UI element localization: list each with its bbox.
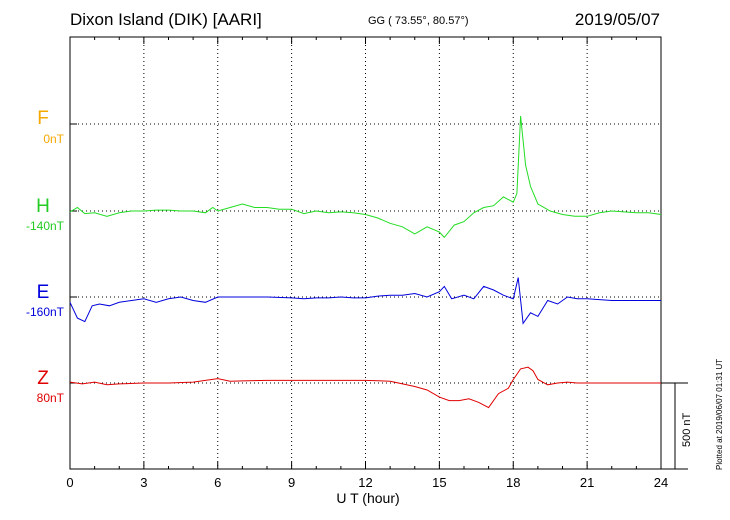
series-label-f: F <box>37 108 49 129</box>
x-tick-label: 3 <box>140 475 147 490</box>
baseline-label-h: -140nT <box>25 219 64 233</box>
series-label-z: Z <box>37 368 49 389</box>
x-tick-label: 24 <box>654 475 668 490</box>
x-tick-label: 15 <box>432 475 446 490</box>
series-line-z <box>69 366 661 409</box>
baseline-label-z: 80nT <box>36 391 64 405</box>
x-tick-label: 12 <box>358 475 372 490</box>
series-label-h: H <box>36 196 50 217</box>
baseline-label-f: 0nT <box>43 132 64 146</box>
x-tick-label: 0 <box>66 475 73 490</box>
plotted-timestamp: Plotted at 2019/06/07 01:31 UT <box>715 358 724 470</box>
station-title: Dixon Island (DIK) [AARI] <box>70 10 262 29</box>
scale-bar-label: 500 nT <box>681 412 693 447</box>
plot-date: 2019/05/07 <box>574 10 660 29</box>
baseline-label-e: -160nT <box>25 305 64 319</box>
series-label-e: E <box>36 282 50 303</box>
x-tick-label: 9 <box>288 475 295 490</box>
x-tick-label: 18 <box>506 475 520 490</box>
x-tick-label: 21 <box>580 475 594 490</box>
x-tick-label: 6 <box>214 475 221 490</box>
geographic-coordinates: GG ( 73.55°, 80.57°) <box>368 15 469 27</box>
series-line-e <box>69 277 661 325</box>
x-axis-label: U T (hour) <box>336 490 400 506</box>
series-line-h <box>69 115 662 239</box>
